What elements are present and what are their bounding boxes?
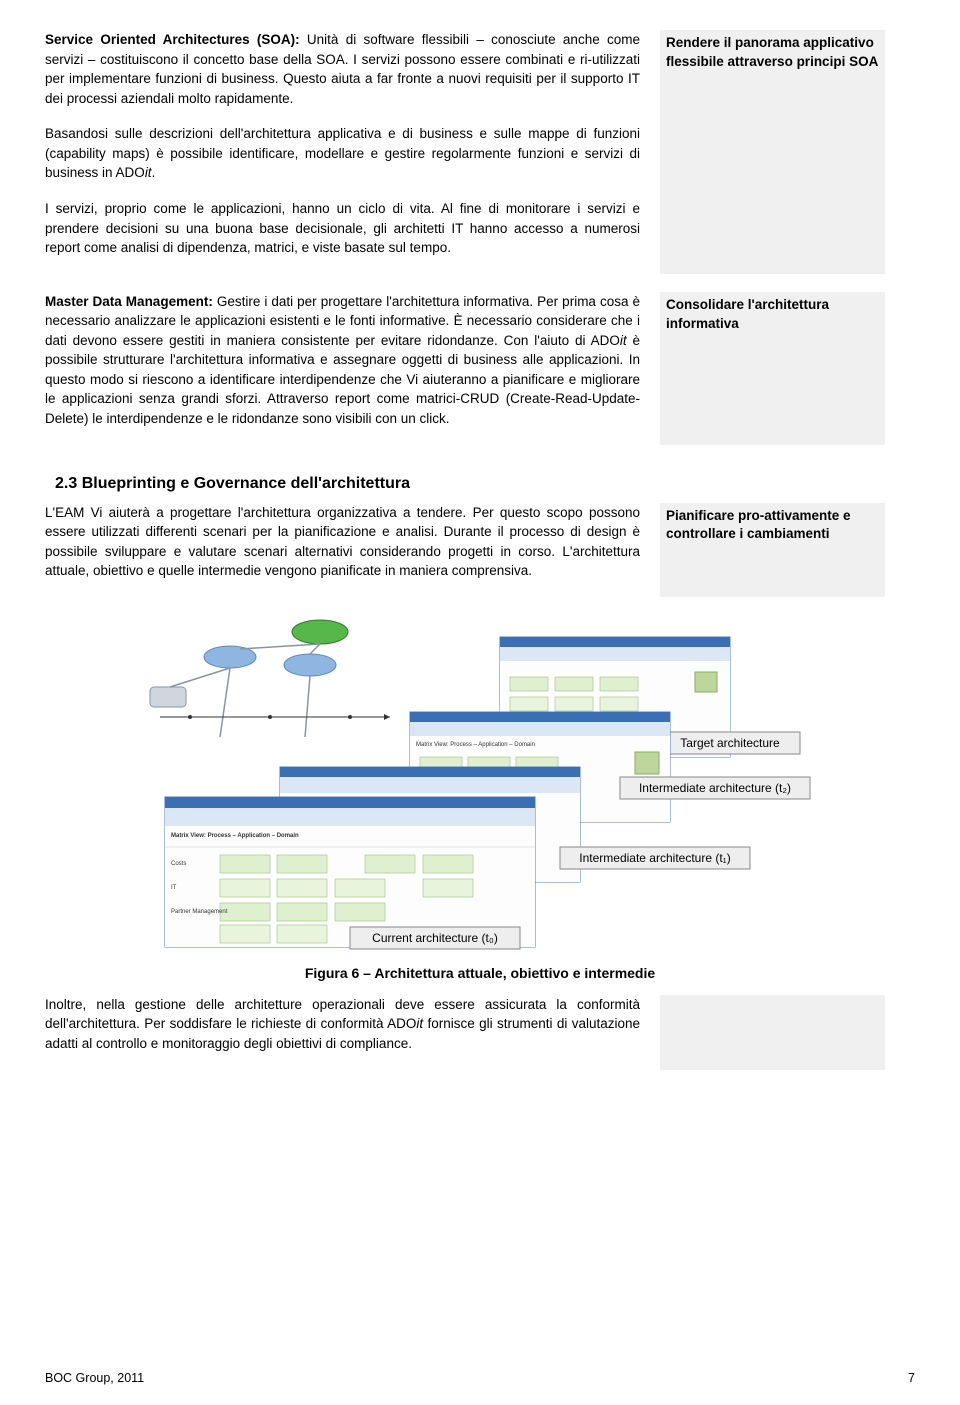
- post-fig-sidebar-empty: [660, 995, 885, 1070]
- footer-right: 7: [908, 1371, 915, 1385]
- mdm-body-it: it: [620, 333, 627, 348]
- blueprint-main-col: L'EAM Vi aiuterà a progettare l'architet…: [45, 503, 640, 597]
- blueprint-sidebar: Pianificare pro-attivamente e controllar…: [660, 503, 885, 597]
- figure-6: Target architecture Matrix View: Process…: [45, 617, 915, 981]
- figure-6-svg: Target architecture Matrix View: Process…: [130, 617, 830, 957]
- soa-body-2a: Basandosi sulle descrizioni dell'archite…: [45, 126, 640, 180]
- post-fig-col: Inoltre, nella gestione delle architettu…: [45, 995, 640, 1070]
- mdm-heading: Master Data Management:: [45, 294, 217, 309]
- soa-main-col: Service Oriented Architectures (SOA): Un…: [45, 30, 640, 274]
- blueprint-para: L'EAM Vi aiuterà a progettare l'architet…: [45, 503, 640, 581]
- soa-body-2-it: it: [145, 165, 152, 180]
- mdm-main-col: Master Data Management: Gestire i dati p…: [45, 292, 640, 445]
- post-fig-block: Inoltre, nella gestione delle architettu…: [45, 995, 915, 1070]
- label-inter2: Intermediate architecture (t₂): [639, 781, 791, 795]
- label-current: Current architecture (t₀): [372, 931, 498, 945]
- page-footer: BOC Group, 2011 7: [45, 1371, 915, 1385]
- svg-text:Matrix View: Process – Applica: Matrix View: Process – Application – Dom…: [416, 742, 535, 748]
- soa-block: Service Oriented Architectures (SOA): Un…: [45, 30, 915, 274]
- svg-text:Costs: Costs: [171, 861, 186, 867]
- label-target: Target architecture: [680, 736, 780, 750]
- soa-para-1: Service Oriented Architectures (SOA): Un…: [45, 30, 640, 108]
- mdm-para: Master Data Management: Gestire i dati p…: [45, 292, 640, 429]
- blueprint-block: L'EAM Vi aiuterà a progettare l'architet…: [45, 503, 915, 597]
- mdm-block: Master Data Management: Gestire i dati p…: [45, 292, 915, 445]
- svg-text:IT: IT: [171, 885, 177, 891]
- post-fig-para: Inoltre, nella gestione delle architettu…: [45, 995, 640, 1054]
- soa-heading: Service Oriented Architectures (SOA):: [45, 32, 307, 47]
- svg-text:Partner Management: Partner Management: [171, 909, 228, 915]
- soa-sidebar: Rendere il panorama applicativo flessibi…: [660, 30, 885, 274]
- footer-left: BOC Group, 2011: [45, 1371, 144, 1385]
- mdm-sidebar: Consolidare l'architettura informativa: [660, 292, 885, 445]
- soa-para-3: I servizi, proprio come le applicazioni,…: [45, 199, 640, 258]
- svg-text:Matrix View: Process – Applica: Matrix View: Process – Application – Dom…: [171, 833, 299, 839]
- figure-6-caption: Figura 6 – Architettura attuale, obietti…: [45, 965, 915, 981]
- section-2-3-title: 2.3 Blueprinting e Governance dell'archi…: [55, 475, 915, 493]
- label-inter1: Intermediate architecture (t₁): [579, 851, 730, 865]
- soa-body-2-tail: .: [152, 165, 156, 180]
- soa-para-2: Basandosi sulle descrizioni dell'archite…: [45, 124, 640, 183]
